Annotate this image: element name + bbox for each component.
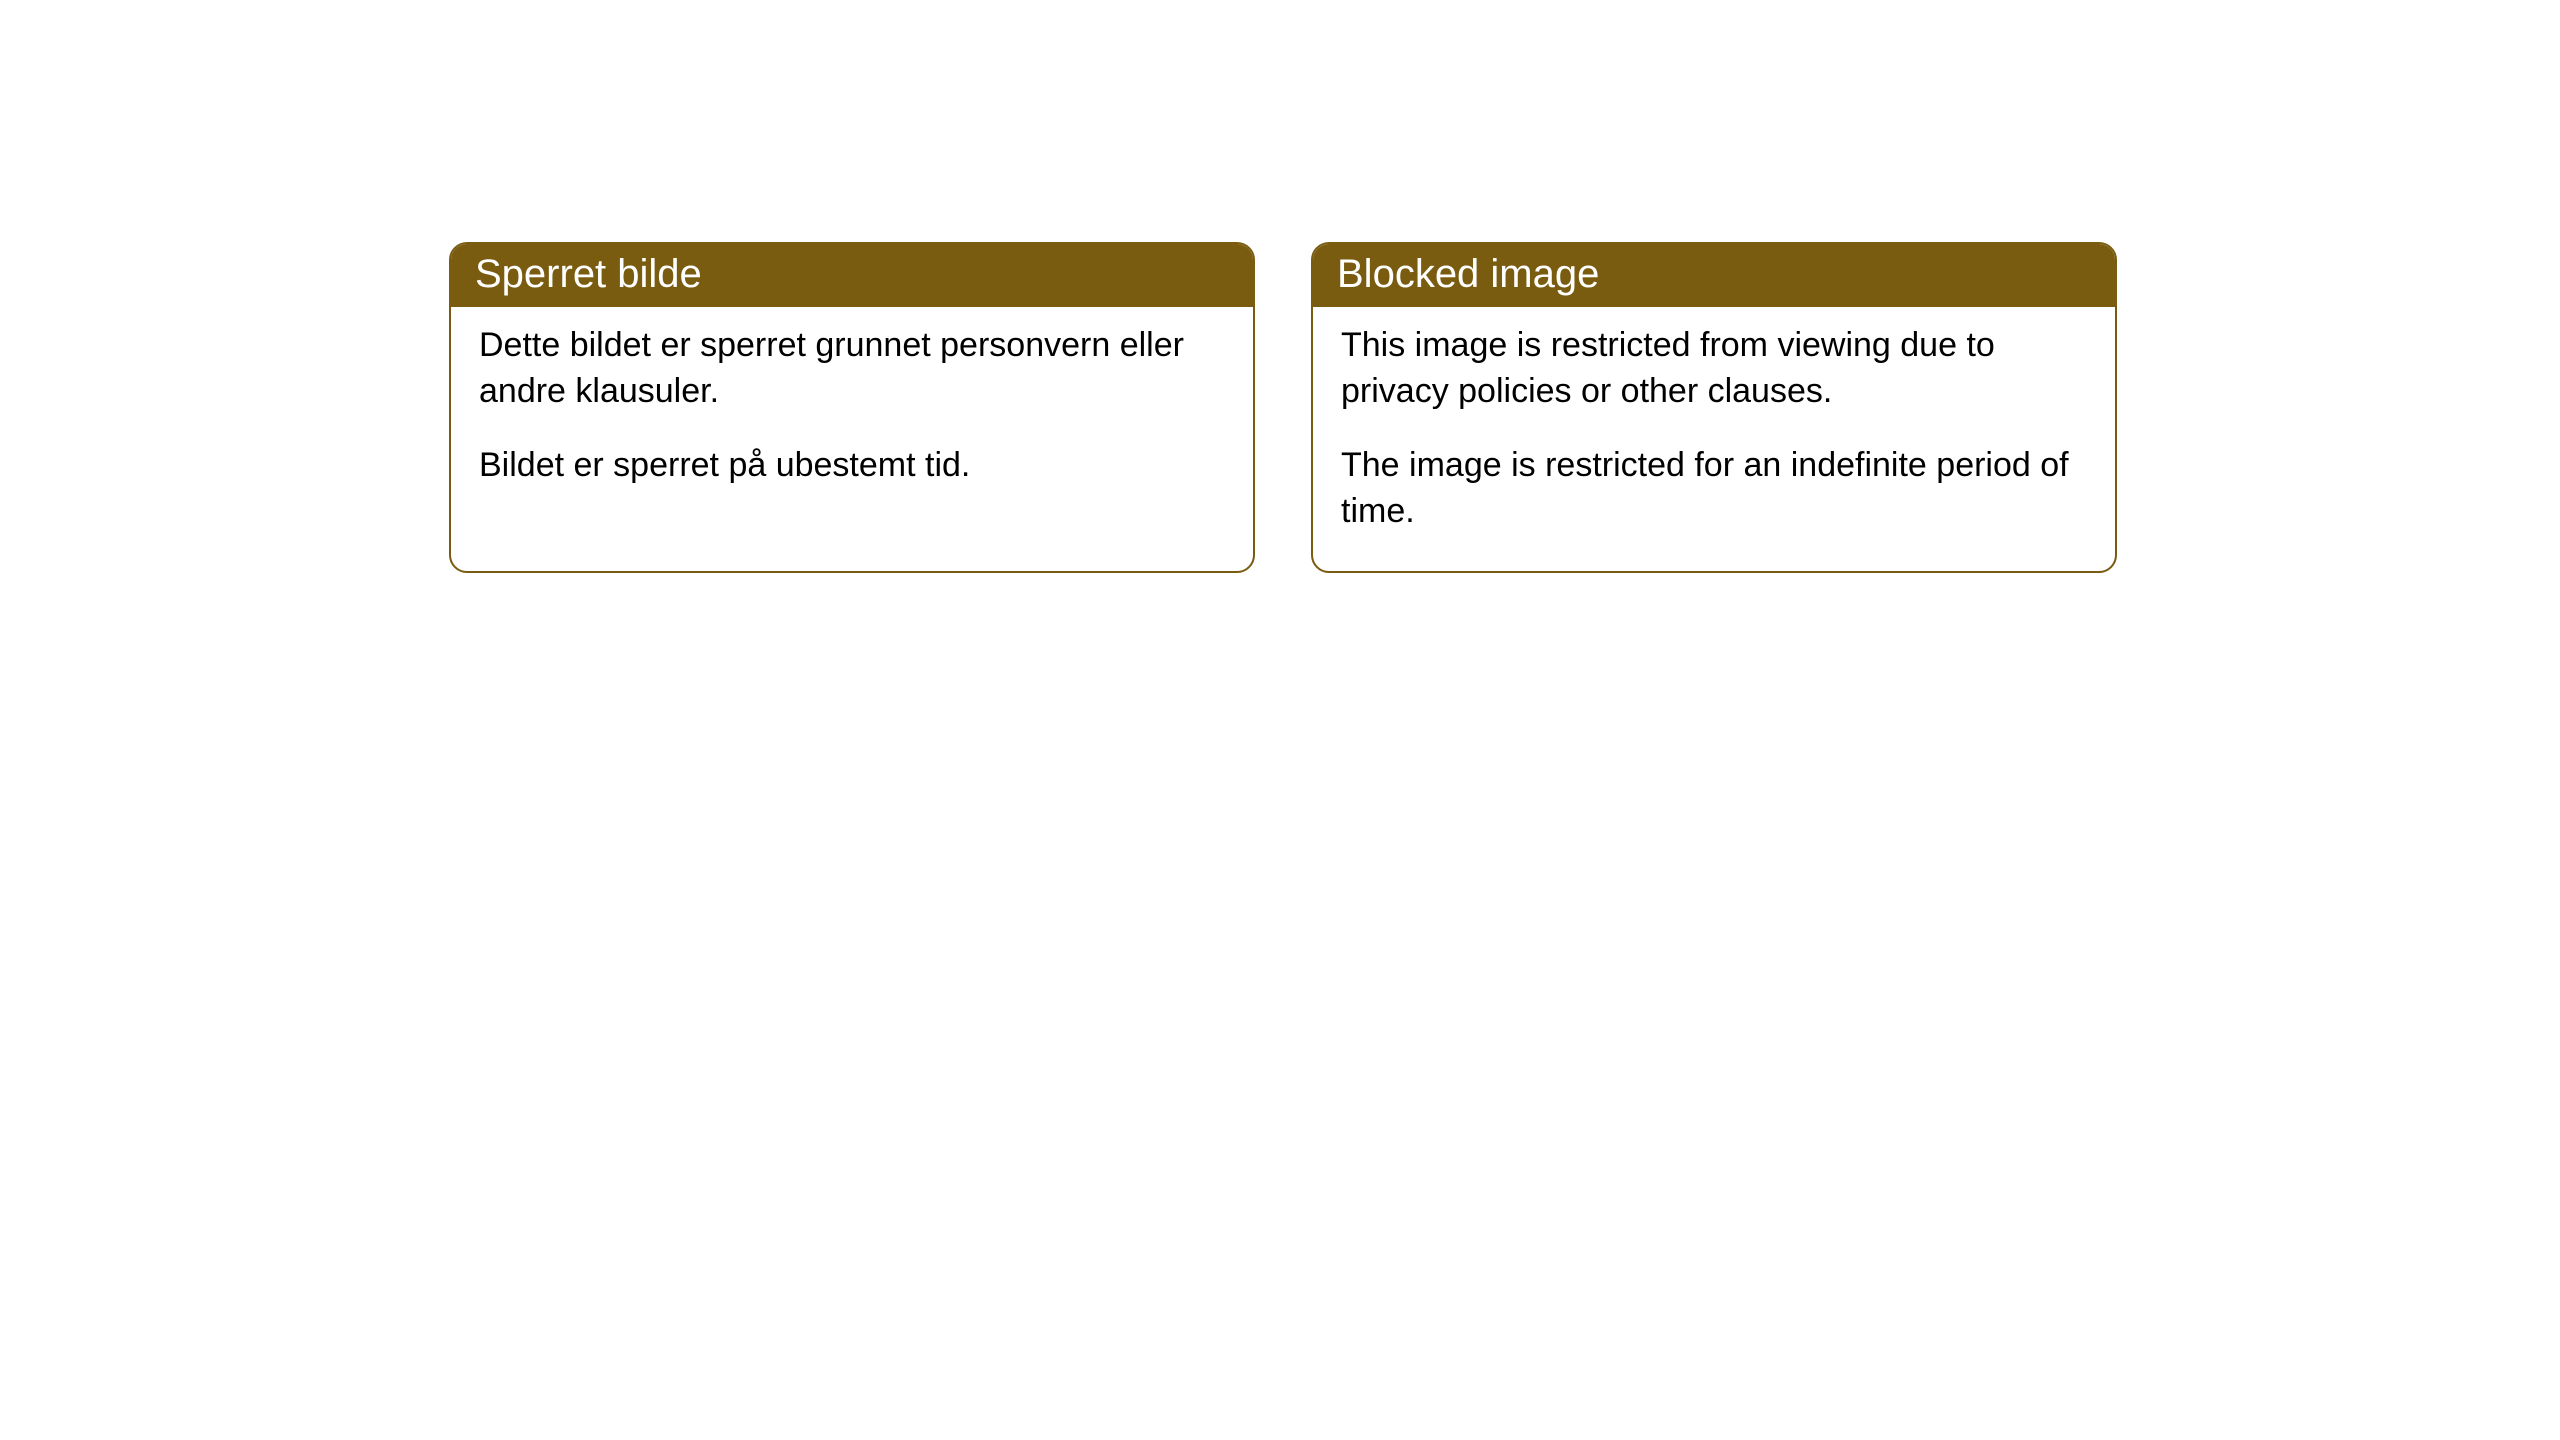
card-header-no: Sperret bilde (451, 244, 1253, 307)
card-paragraph-2-no: Bildet er sperret på ubestemt tid. (479, 443, 1225, 489)
card-header-en: Blocked image (1313, 244, 2115, 307)
blocked-image-card-no: Sperret bilde Dette bildet er sperret gr… (449, 242, 1255, 573)
card-paragraph-1-no: Dette bildet er sperret grunnet personve… (479, 323, 1225, 415)
card-paragraph-2-en: The image is restricted for an indefinit… (1341, 443, 2087, 535)
card-paragraph-1-en: This image is restricted from viewing du… (1341, 323, 2087, 415)
blocked-image-card-en: Blocked image This image is restricted f… (1311, 242, 2117, 573)
card-body-no: Dette bildet er sperret grunnet personve… (451, 307, 1253, 525)
card-body-en: This image is restricted from viewing du… (1313, 307, 2115, 571)
notice-cards-container: Sperret bilde Dette bildet er sperret gr… (0, 0, 2560, 573)
